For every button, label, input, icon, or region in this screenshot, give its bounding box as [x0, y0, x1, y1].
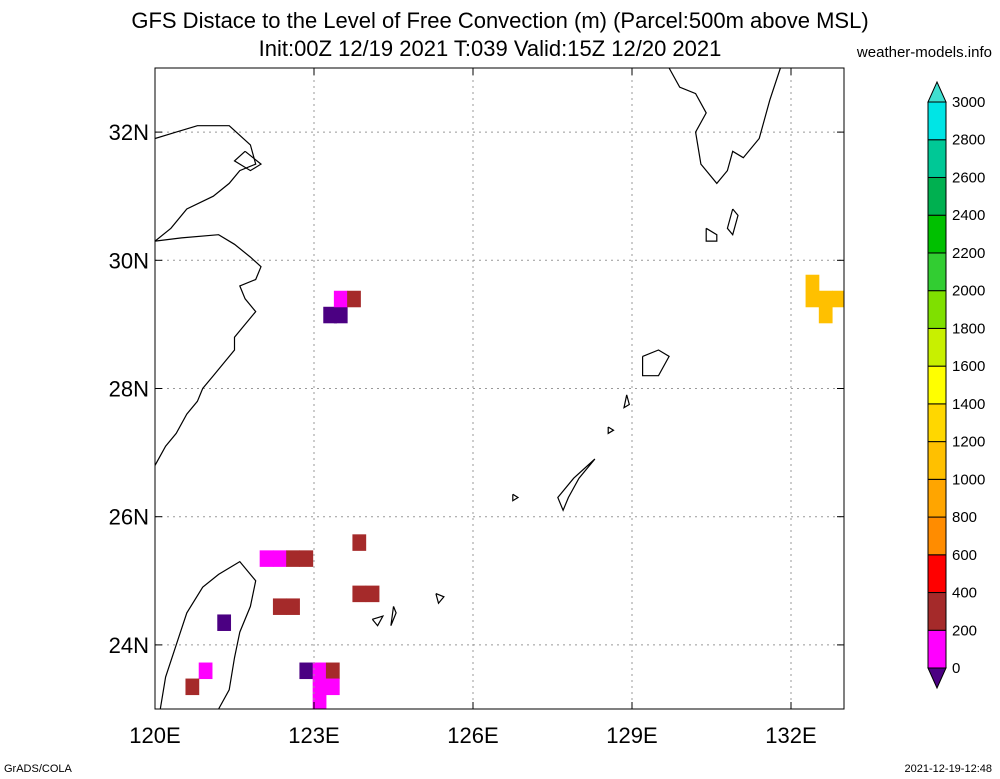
colorbar-label: 1400	[952, 396, 985, 413]
lfc-cell	[185, 678, 200, 696]
coastline	[642, 349, 670, 377]
coastline	[390, 606, 397, 626]
colorbar-min-arrow	[927, 667, 947, 690]
lfc-cell	[259, 550, 274, 567]
lfc-cell	[286, 550, 300, 567]
coastlines	[155, 68, 781, 709]
lfc-cell	[352, 534, 367, 551]
colorbar-label: 2600	[952, 169, 985, 186]
colorbar-swatch	[927, 592, 947, 631]
lfc-cell	[818, 306, 833, 324]
colorbar-label: 2800	[952, 132, 985, 149]
colorbar-label: 800	[952, 509, 977, 526]
coastline	[155, 125, 257, 242]
colorbar-label: 1800	[952, 320, 985, 337]
y-tick-label: 30N	[109, 248, 149, 273]
lfc-cell	[272, 598, 287, 615]
colorbar-swatch	[927, 441, 947, 480]
coastline	[623, 394, 630, 409]
lfc-cell	[312, 662, 327, 680]
colorbar: 0 200 400 600 800 1000 1200 1400 1600 1800 2000 220…	[927, 80, 985, 690]
colorbar-swatch	[927, 214, 947, 254]
x-axis: 120E 123E 126E 129E 132E	[129, 68, 817, 748]
y-tick-label: 32N	[109, 120, 149, 145]
source-credit: weather-models.info	[856, 44, 992, 61]
colorbar-label: 2400	[952, 207, 985, 224]
lfc-cell	[217, 614, 232, 631]
lfc-cell	[832, 290, 844, 308]
x-tick-label: 126E	[447, 723, 498, 748]
lfc-cell	[333, 306, 348, 324]
generation-timestamp: 2021-12-19-12:48	[904, 763, 992, 775]
colorbar-label: 0	[952, 660, 960, 677]
coastline	[668, 68, 781, 185]
y-tick-label: 24N	[109, 633, 149, 658]
coastline	[155, 234, 262, 466]
gridlines	[154, 68, 844, 709]
lfc-cell	[299, 550, 314, 567]
coastline	[371, 615, 385, 627]
lfc-cell	[805, 290, 820, 308]
colorbar-swatch	[927, 554, 947, 594]
lfc-cell	[272, 550, 287, 567]
map-subtitle: Init:00Z 12/19 2021 T:039 Valid:15Z 12/2…	[258, 36, 722, 61]
lfc-cell	[325, 662, 340, 680]
colorbar-swatch	[927, 478, 947, 518]
lfc-cell	[198, 662, 213, 680]
lfc-cell	[323, 306, 338, 324]
colorbar-swatch	[927, 252, 947, 292]
colorbar-swatch	[927, 176, 947, 216]
colorbar-label: 1600	[952, 358, 985, 375]
map-title: GFS Distace to the Level of Free Convect…	[131, 8, 869, 33]
colorbar-swatch	[927, 365, 947, 405]
lfc-cell	[347, 290, 361, 308]
x-tick-label: 132E	[765, 723, 816, 748]
colorbar-label: 1000	[952, 471, 985, 488]
x-tick-label: 120E	[129, 723, 180, 748]
lfc-cell	[333, 290, 348, 308]
lfc-cell	[818, 290, 833, 308]
colorbar-swatch	[927, 101, 947, 141]
colorbar-label: 2200	[952, 245, 985, 262]
coastline	[435, 593, 445, 605]
coastline	[233, 150, 263, 172]
colorbar-swatch	[927, 403, 947, 443]
coastline	[557, 458, 596, 512]
colorbar-label: 1200	[952, 434, 985, 451]
lfc-cell	[352, 585, 367, 603]
lfc-cell	[365, 585, 380, 603]
lfc-cell	[286, 598, 300, 615]
colorbar-label: 2000	[952, 283, 985, 300]
lfc-shaded-cells	[185, 274, 844, 709]
colorbar-swatch	[927, 327, 947, 367]
colorbar-label: 3000	[952, 94, 985, 111]
lfc-cell	[805, 274, 820, 292]
colorbar-label: 400	[952, 585, 977, 602]
coastline	[726, 208, 739, 236]
coastline	[705, 227, 718, 242]
software-credit: GrADS/COLA	[4, 763, 72, 775]
lfc-cell	[312, 678, 327, 696]
lfc-cell	[312, 694, 327, 709]
y-tick-label: 28N	[109, 377, 149, 402]
coastline	[607, 426, 615, 435]
coastline	[159, 560, 257, 709]
y-axis: 24N 26N 28N 30N 32N	[109, 120, 844, 658]
colorbar-label: 600	[952, 547, 977, 564]
colorbar-swatch	[927, 629, 947, 669]
x-tick-label: 123E	[288, 723, 339, 748]
x-tick-label: 129E	[606, 723, 657, 748]
colorbar-swatch	[927, 290, 947, 329]
colorbar-swatch	[927, 139, 947, 178]
colorbar-swatch	[927, 516, 947, 556]
lfc-cell	[299, 662, 314, 680]
colorbar-max-arrow	[927, 80, 947, 103]
lfc-cell	[325, 678, 340, 696]
y-tick-label: 26N	[109, 505, 149, 530]
coastline	[512, 493, 520, 502]
colorbar-label: 200	[952, 622, 977, 639]
